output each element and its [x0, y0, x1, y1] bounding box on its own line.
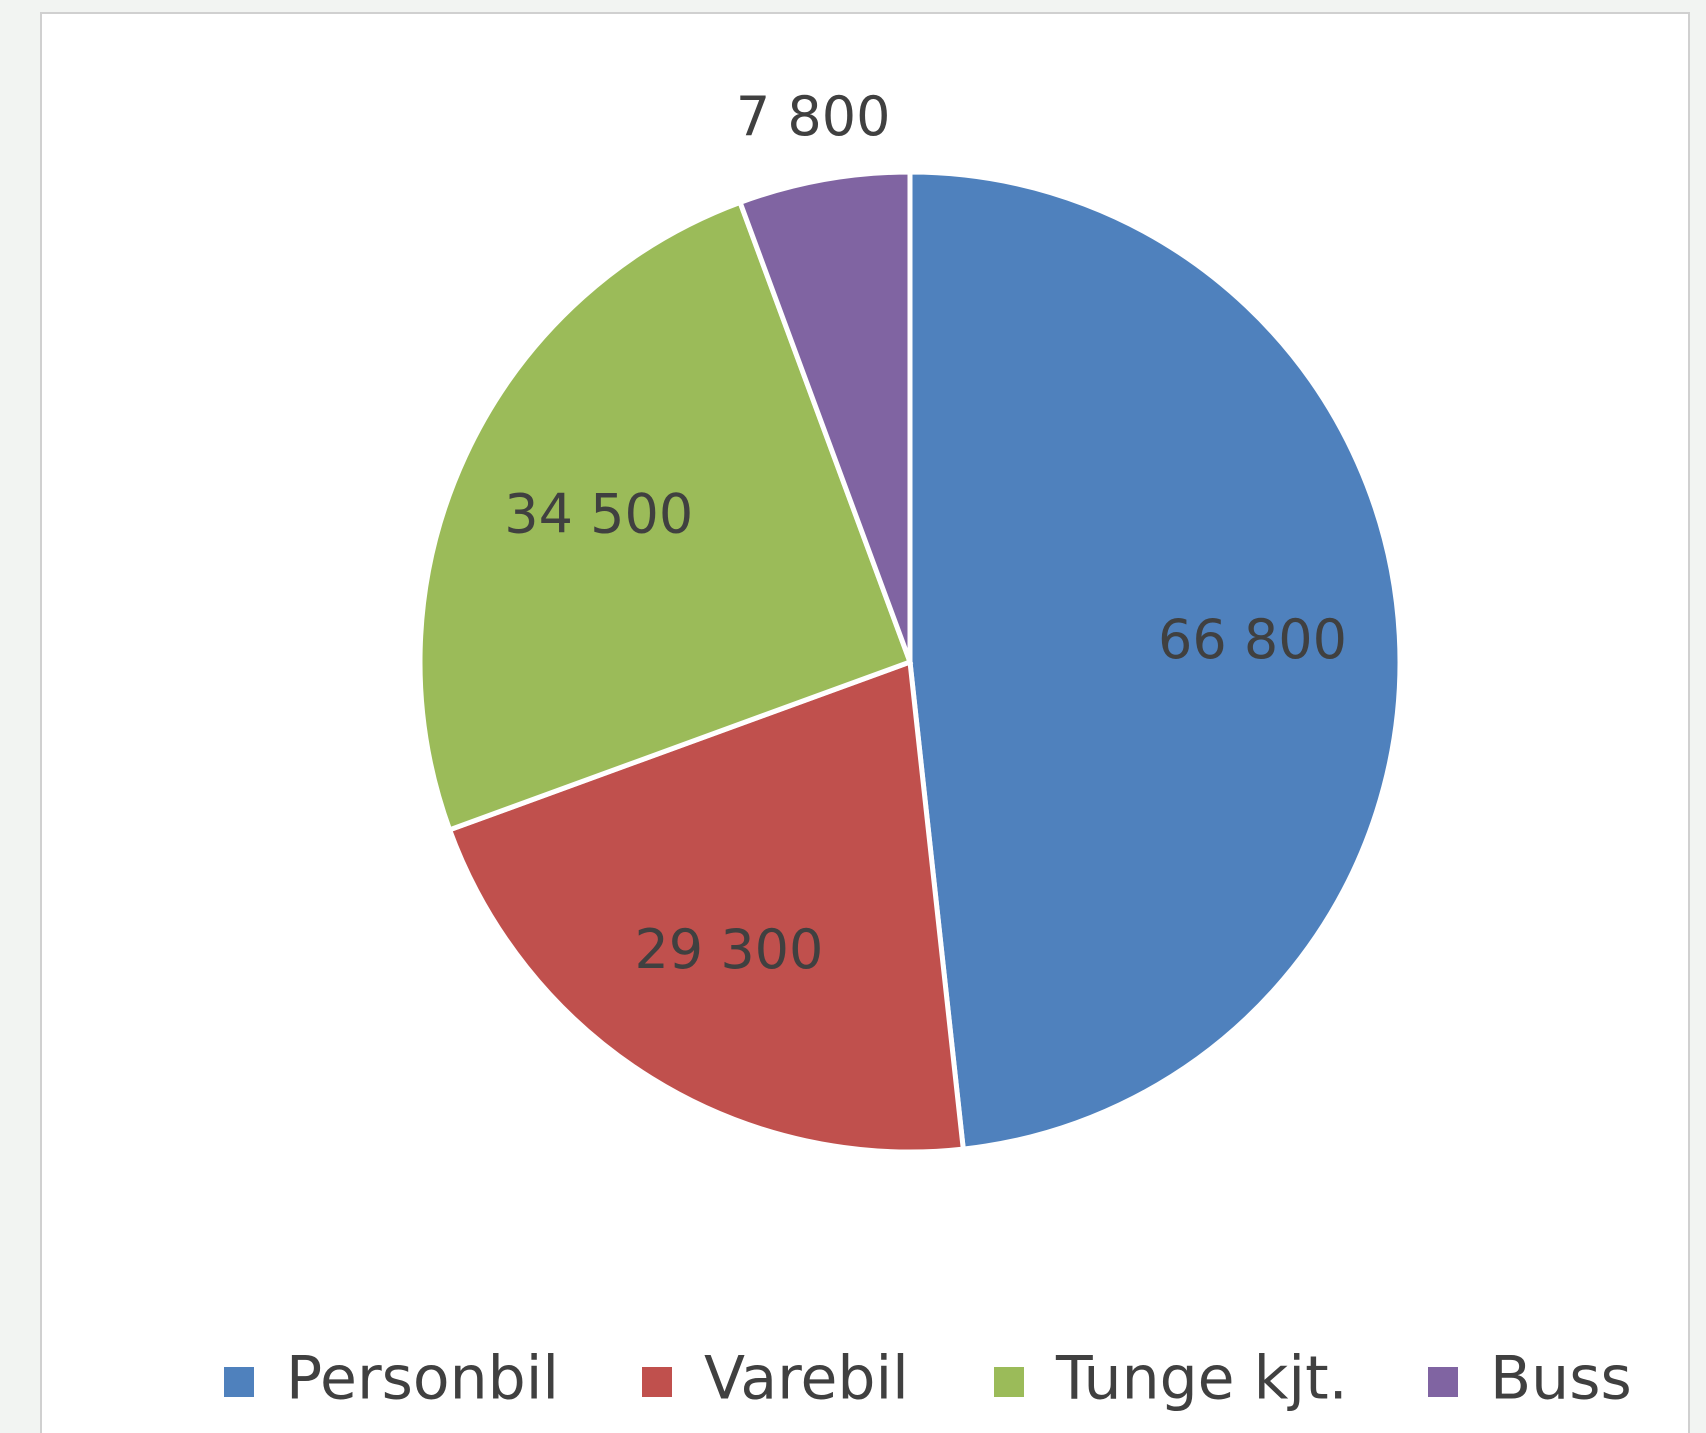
legend-swatch — [1428, 1367, 1458, 1397]
data-label: 66 800 — [1158, 608, 1347, 671]
legend-label: Buss — [1490, 1344, 1632, 1414]
data-label: 7 800 — [736, 85, 891, 148]
legend-label: Tunge kjt. — [1055, 1344, 1348, 1414]
pie-slice — [907, 169, 1403, 1152]
data-label: 29 300 — [634, 918, 823, 981]
legend-swatch — [642, 1367, 672, 1397]
legend-swatch — [224, 1367, 254, 1397]
legend-label: Personbil — [286, 1344, 559, 1414]
pie-slice — [417, 199, 914, 834]
data-label: 34 500 — [504, 483, 693, 546]
legend-swatch — [994, 1367, 1024, 1397]
pie-slice — [736, 169, 913, 663]
legend-label: Varebil — [704, 1344, 909, 1414]
